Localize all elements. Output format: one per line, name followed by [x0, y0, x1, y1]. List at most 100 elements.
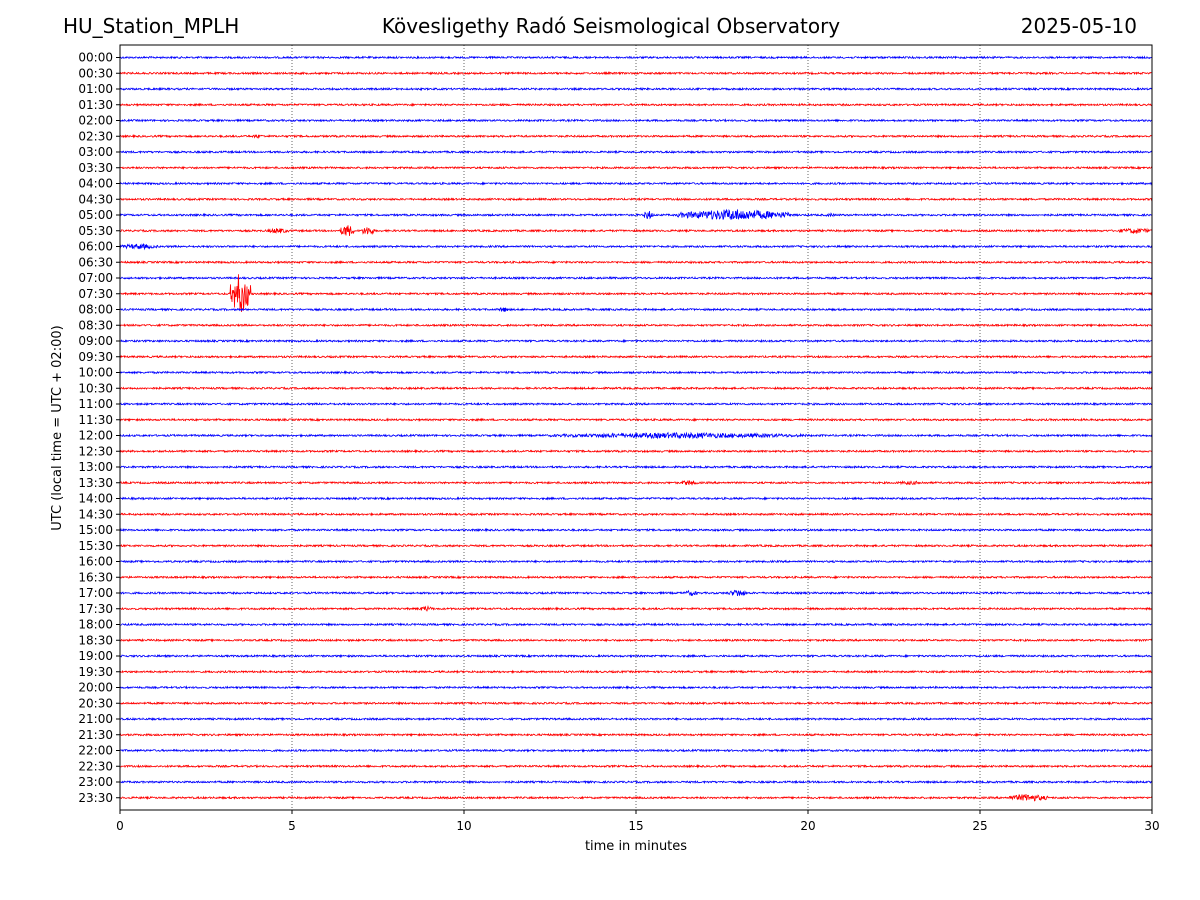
- y-tick-label: 22:00: [78, 744, 113, 758]
- trace-1830: [119, 638, 1153, 643]
- y-tick-label: 14:30: [78, 507, 113, 521]
- y-tick-label: 09:30: [78, 350, 113, 364]
- trace-1900: [119, 653, 1153, 659]
- y-tick-label: 15:30: [78, 539, 113, 553]
- trace-0530: [119, 225, 1153, 236]
- trace-1730: [119, 605, 1153, 612]
- trace-0200: [119, 118, 1153, 123]
- trace-0830: [119, 323, 1153, 328]
- y-tick-label: 07:00: [78, 271, 113, 285]
- seismogram-traces: [119, 55, 1153, 802]
- y-tick-label: 17:00: [78, 586, 113, 600]
- y-tick-label: 11:00: [78, 397, 113, 411]
- y-tick-label: 16:00: [78, 555, 113, 569]
- x-axis-ticks: 0 5 10 15 20 25 30: [116, 810, 1160, 833]
- y-axis-label: UTC (local time = UTC + 02:00): [50, 325, 65, 530]
- x-tick-label: 20: [800, 819, 815, 833]
- y-tick-label: 18:00: [78, 618, 113, 632]
- trace-1300: [119, 464, 1153, 470]
- station-name: HU_Station_MPLH: [63, 14, 240, 38]
- y-tick-label: 02:00: [78, 114, 113, 128]
- trace-0930: [119, 354, 1153, 359]
- trace-0600: [119, 243, 1153, 251]
- trace-0630: [119, 259, 1153, 265]
- trace-1030: [119, 386, 1153, 391]
- y-tick-label: 07:30: [78, 287, 113, 301]
- y-tick-label: 19:00: [78, 649, 113, 663]
- trace-0100: [119, 86, 1153, 92]
- trace-0230: [119, 133, 1153, 140]
- y-tick-label: 13:30: [78, 476, 113, 490]
- x-tick-label: 5: [288, 819, 296, 833]
- y-tick-label: 17:30: [78, 602, 113, 616]
- grid-lines: [291, 45, 981, 810]
- trace-0030: [119, 71, 1153, 76]
- y-tick-label: 05:30: [78, 224, 113, 238]
- y-tick-label: 16:30: [78, 570, 113, 584]
- y-tick-label: 03:00: [78, 145, 113, 159]
- y-tick-label: 10:00: [78, 366, 113, 380]
- y-tick-label: 11:30: [78, 413, 113, 427]
- trace-1130: [119, 417, 1153, 422]
- trace-1930: [119, 669, 1153, 674]
- trace-1430: [119, 511, 1153, 517]
- trace-1530: [119, 543, 1153, 549]
- x-axis-label: time in minutes: [585, 839, 687, 854]
- trace-2300: [119, 779, 1153, 785]
- trace-2100: [119, 716, 1153, 722]
- trace-2130: [120, 732, 1153, 737]
- y-tick-label: 12:30: [78, 444, 113, 458]
- trace-2000: [119, 685, 1153, 690]
- date-label: 2025-05-10: [1020, 14, 1137, 38]
- trace-2230: [119, 763, 1153, 769]
- trace-1500: [119, 527, 1153, 533]
- x-tick-label: 0: [116, 819, 124, 833]
- y-tick-label: 06:00: [78, 240, 113, 254]
- trace-1700: [119, 589, 1153, 597]
- y-tick-label: 22:30: [78, 759, 113, 773]
- trace-0130: [119, 102, 1153, 107]
- trace-1200: [119, 431, 1153, 440]
- y-tick-label: 10:30: [78, 381, 113, 395]
- y-tick-label: 01:30: [78, 98, 113, 112]
- chart-title: Kövesligethy Radó Seismological Observat…: [381, 14, 841, 38]
- y-tick-label: 18:30: [78, 633, 113, 647]
- y-tick-label: 02:30: [78, 129, 113, 143]
- y-tick-label: 04:30: [78, 192, 113, 206]
- trace-1630: [119, 574, 1153, 580]
- x-tick-label: 15: [628, 819, 643, 833]
- trace-0330: [119, 165, 1153, 170]
- trace-0700: [119, 275, 1153, 281]
- trace-1230: [119, 449, 1153, 454]
- y-tick-label: 09:00: [78, 334, 113, 348]
- trace-0900: [119, 338, 1153, 344]
- trace-0500: [119, 208, 1153, 220]
- x-tick-label: 30: [1144, 819, 1159, 833]
- trace-1100: [119, 401, 1153, 407]
- trace-0430: [119, 196, 1153, 202]
- y-tick-label: 20:30: [78, 696, 113, 710]
- y-tick-label: 05:00: [78, 208, 113, 222]
- y-tick-label: 00:00: [78, 51, 113, 65]
- y-tick-label: 12:00: [78, 429, 113, 443]
- trace-2330: [119, 794, 1153, 802]
- trace-0000: [119, 55, 1153, 60]
- y-tick-label: 13:00: [78, 460, 113, 474]
- y-tick-label: 14:00: [78, 492, 113, 506]
- trace-1800: [119, 622, 1153, 627]
- trace-0300: [119, 149, 1153, 155]
- trace-0800: [119, 307, 1153, 313]
- y-tick-label: 08:30: [78, 318, 113, 332]
- x-tick-label: 25: [972, 819, 987, 833]
- trace-2200: [119, 748, 1153, 753]
- y-tick-label: 06:30: [78, 255, 113, 269]
- trace-1000: [119, 370, 1153, 375]
- trace-2030: [119, 700, 1153, 706]
- y-tick-label: 20:00: [78, 681, 113, 695]
- trace-1600: [119, 559, 1153, 564]
- y-tick-label: 21:00: [78, 712, 113, 726]
- y-tick-label: 01:00: [78, 82, 113, 96]
- y-tick-label: 21:30: [78, 728, 113, 742]
